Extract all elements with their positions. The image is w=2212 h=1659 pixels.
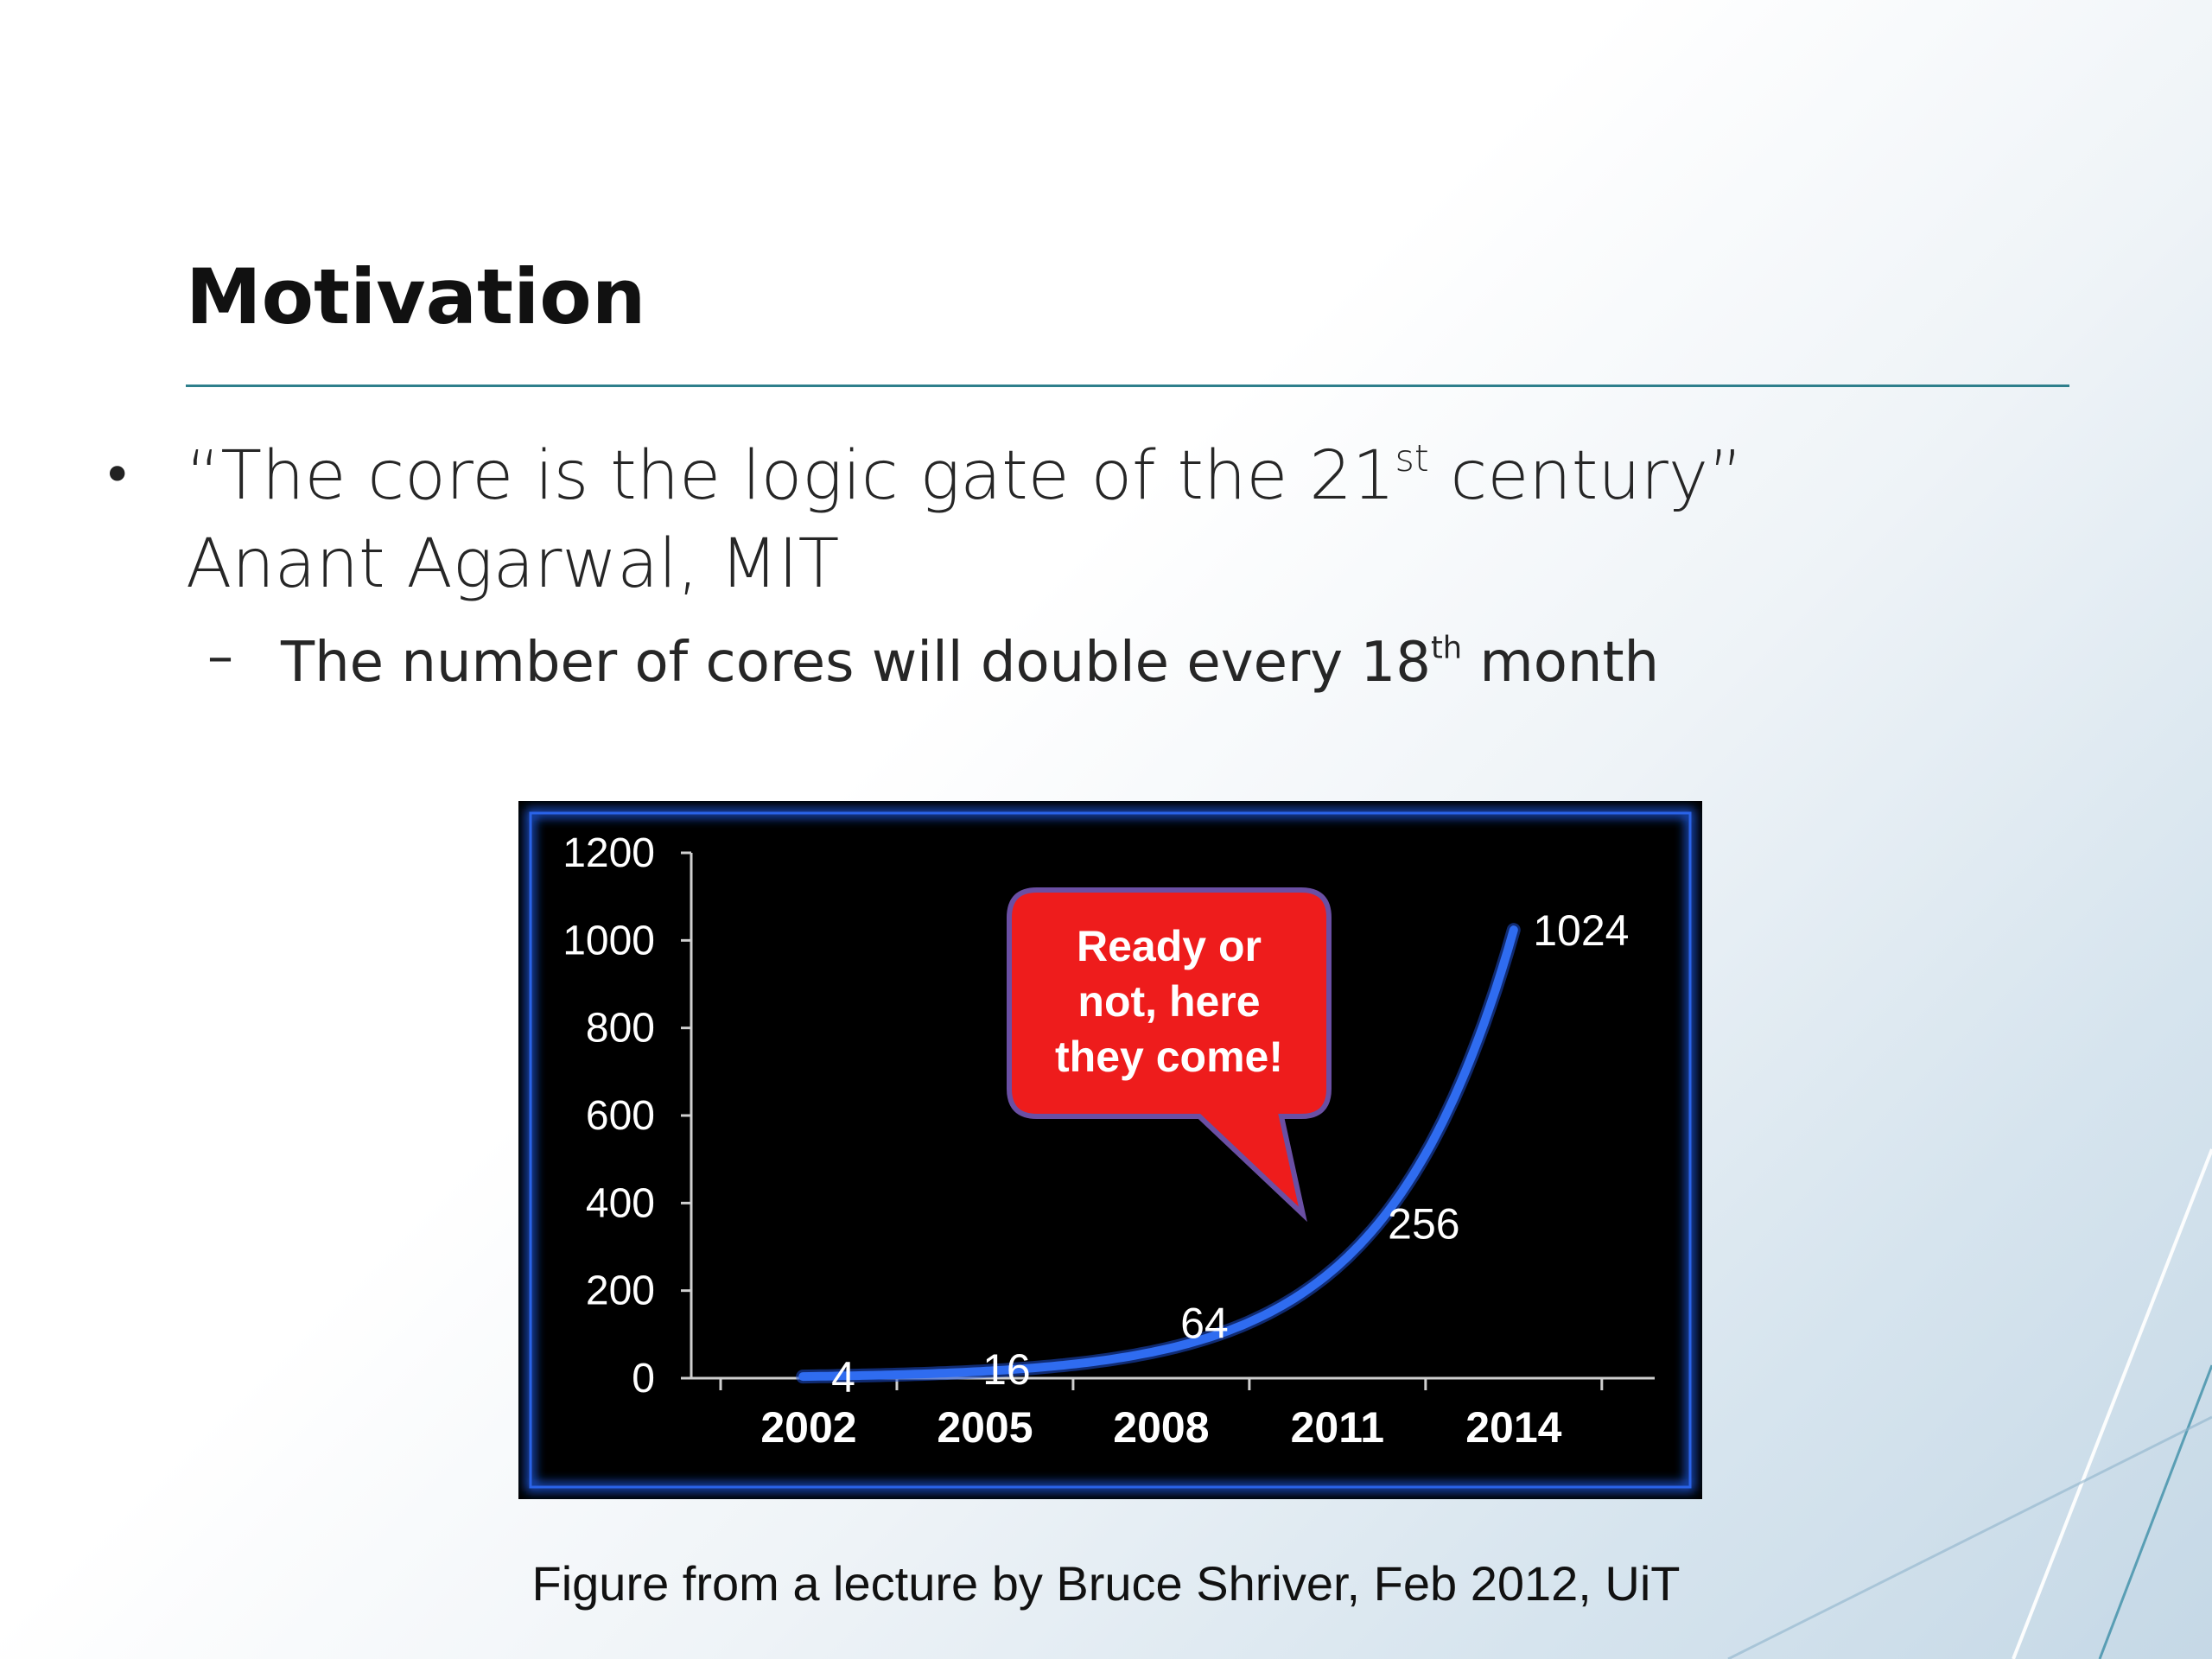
data-label: 16 bbox=[982, 1345, 1031, 1394]
cores-chart: 0 200 400 600 800 1000 1200 2002 2005 2008 2011 201… bbox=[518, 801, 1702, 1499]
callout-bubble bbox=[1007, 887, 1332, 1223]
data-point bbox=[1157, 1346, 1165, 1354]
y-tick-label: 400 bbox=[586, 1180, 655, 1226]
quote-bullet: “The core is the logic gate of the 21st … bbox=[186, 432, 2000, 608]
data-label: 256 bbox=[1388, 1199, 1459, 1248]
x-tick-label: 2008 bbox=[1113, 1403, 1209, 1452]
y-tick-label: 600 bbox=[586, 1093, 655, 1139]
figure-caption: Figure from a lecture by Bruce Shriver, … bbox=[0, 1555, 2212, 1611]
x-tick-label: 2014 bbox=[1465, 1403, 1561, 1452]
sub-bullet-text: The number of cores will double every 18 bbox=[281, 631, 1431, 695]
data-point bbox=[1333, 1262, 1341, 1270]
chart-frame bbox=[529, 811, 1692, 1489]
y-tick-label: 800 bbox=[586, 1006, 655, 1052]
y-tick-label: 1000 bbox=[563, 918, 655, 963]
sub-bullet-text-end: month bbox=[1462, 631, 1660, 695]
x-tick-label: 2005 bbox=[937, 1403, 1033, 1452]
callout-text: Ready or bbox=[1077, 922, 1262, 970]
callout-text: not, here bbox=[1077, 977, 1260, 1026]
data-point bbox=[804, 1372, 812, 1380]
data-label: 4 bbox=[831, 1353, 855, 1402]
bullet-marker: • bbox=[102, 445, 133, 505]
page-title: Motivation bbox=[186, 252, 646, 341]
sub-bullet-marker: – bbox=[207, 626, 233, 687]
data-point bbox=[981, 1367, 988, 1375]
data-label: 1024 bbox=[1533, 906, 1629, 955]
x-tick-label: 2011 bbox=[1291, 1403, 1384, 1452]
quote-superscript: st bbox=[1395, 436, 1429, 480]
sub-bullet-superscript: th bbox=[1430, 630, 1463, 666]
figure-caption-text: Figure from a lecture by Bruce Shriver, … bbox=[531, 1556, 1681, 1611]
quote-author: Anant Agarwal, MIT bbox=[186, 525, 840, 603]
y-tick-label: 200 bbox=[586, 1268, 655, 1314]
quote-text: “The core is the logic gate of the 21 bbox=[186, 437, 1395, 515]
title-divider bbox=[186, 385, 2069, 387]
sub-bullet: The number of cores will double every 18… bbox=[281, 626, 2009, 699]
cores-chart-svg: 0 200 400 600 800 1000 1200 2002 2005 2008 2011 201… bbox=[526, 809, 1694, 1491]
x-tick-label: 2002 bbox=[760, 1403, 856, 1452]
callout-text: they come! bbox=[1055, 1033, 1283, 1081]
data-point bbox=[1510, 926, 1517, 934]
data-label: 64 bbox=[1180, 1300, 1229, 1348]
y-tick-label: 1200 bbox=[563, 830, 655, 876]
quote-text-end: century” bbox=[1428, 437, 1744, 515]
y-tick-label: 0 bbox=[632, 1356, 655, 1402]
